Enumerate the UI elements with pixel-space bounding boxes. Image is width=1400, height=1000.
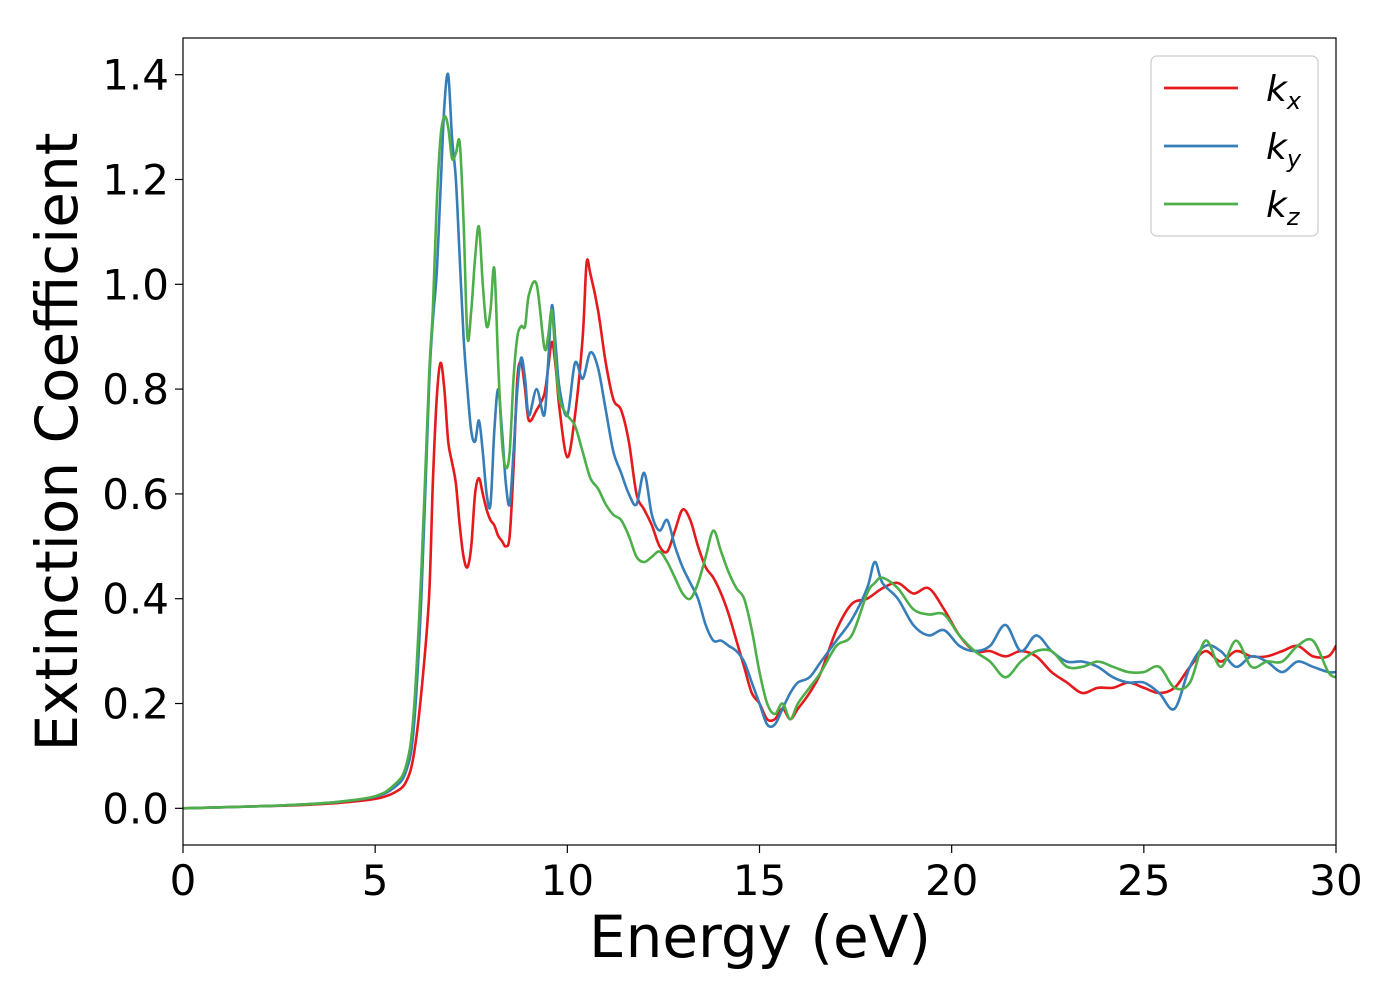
series-group (183, 72, 1336, 810)
legend-label-ky: ky (1266, 127, 1302, 173)
legend-label-kz: kz (1266, 185, 1301, 231)
y-tick-label: 1.0 (102, 260, 169, 309)
series-line-kz (183, 114, 1336, 810)
y-tick-label: 0.0 (102, 784, 169, 833)
legend-label-kx: kx (1266, 69, 1302, 115)
plot-area (183, 72, 1336, 810)
x-tick-label: 20 (925, 856, 978, 905)
axes: 0 5 10 15 20 25 30 0.0 0.2 0.4 0.6 0.8 1.0 1.2 1.4 (102, 37, 1363, 905)
legend: kx ky kz (1150, 55, 1319, 237)
x-tick-label: 30 (1309, 856, 1362, 905)
x-tick-label: 0 (170, 856, 197, 905)
y-tick-label: 1.4 (102, 51, 169, 100)
x-tick-label: 10 (541, 856, 594, 905)
y-tick-label: 0.6 (102, 470, 169, 519)
y-tick-label: 0.2 (102, 680, 169, 729)
y-axis-label: Extinction Coefficient (23, 133, 91, 752)
y-tick-label: 0.8 (102, 365, 169, 414)
y-tick-label: 0.4 (102, 575, 169, 624)
x-tick-label: 5 (362, 856, 389, 905)
x-axis-label: Energy (eV) (589, 903, 931, 971)
x-tick-label: 25 (1117, 856, 1170, 905)
y-tick-label: 1.2 (102, 155, 169, 204)
x-tick-label: 15 (733, 856, 786, 905)
series-line-kx (183, 258, 1336, 810)
